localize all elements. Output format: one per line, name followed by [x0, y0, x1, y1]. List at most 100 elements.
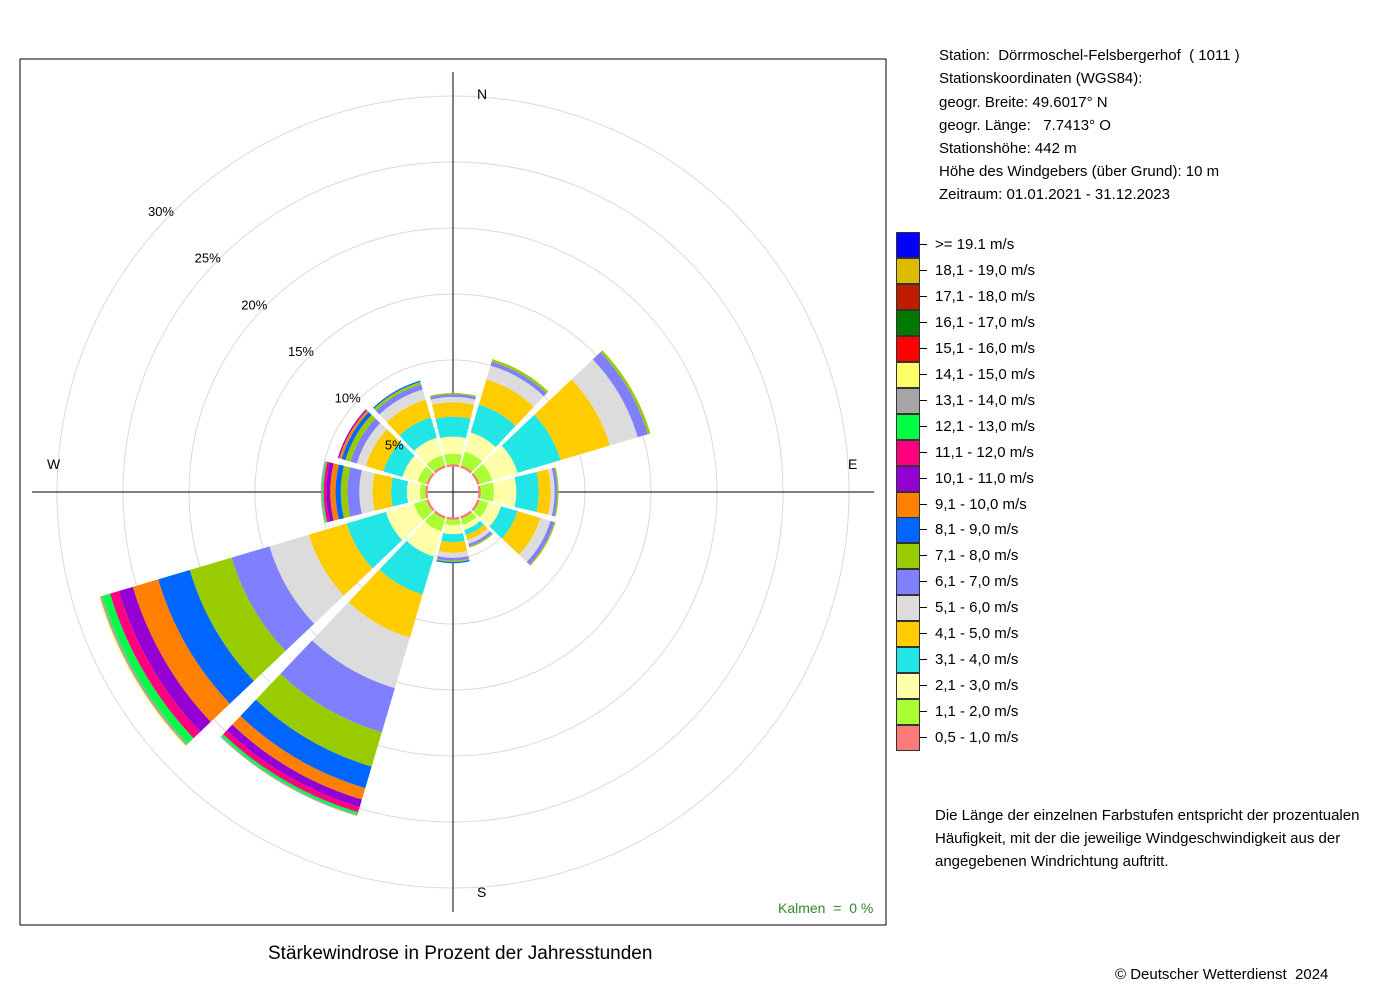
ring-label: 30%	[148, 204, 174, 219]
legend-label: 6,1 - 7,0 m/s	[935, 573, 1019, 591]
chart-title: Stärkewindrose in Prozent der Jahresstun…	[268, 943, 653, 964]
legend-label: 9,1 - 10,0 m/s	[935, 495, 1027, 513]
legend-swatch	[896, 439, 920, 466]
legend-tick	[920, 425, 927, 427]
wind-segment	[226, 724, 362, 808]
legend-label: >= 19.1 m/s	[935, 236, 1015, 253]
ring-label: 10%	[335, 391, 361, 406]
wind-segment	[280, 640, 395, 733]
wind-segment	[492, 477, 517, 507]
wind-segment	[479, 502, 502, 527]
wind-segment	[491, 359, 549, 394]
legend-swatch	[896, 569, 920, 596]
wind-segment	[339, 410, 369, 460]
wind-segment	[471, 472, 480, 485]
wind-segment	[330, 463, 339, 521]
wind-segment	[464, 520, 484, 536]
wind-segment	[430, 394, 476, 400]
legend-swatch	[896, 673, 920, 700]
wind-segment	[445, 518, 461, 526]
legend-tick	[920, 373, 927, 375]
wind-segment	[519, 517, 551, 562]
wind-segment	[438, 540, 468, 553]
wind-segment	[255, 673, 382, 767]
explanation-line: Häufigkeit, mit der die jeweilige Windge…	[935, 830, 1341, 847]
legend-label: 13,1 - 14,0 m/s	[935, 391, 1036, 409]
legend-label: 5,1 - 6,0 m/s	[935, 599, 1019, 617]
legend-swatch	[896, 413, 920, 440]
wind-segment	[534, 379, 610, 461]
wind-segment	[231, 546, 315, 652]
wind-segment	[189, 557, 286, 681]
wind-segment	[600, 350, 651, 435]
station-longitude: geogr. Länge: 7.7413° O	[939, 117, 1111, 134]
wind-segment	[514, 471, 539, 513]
legend-swatch	[896, 309, 920, 336]
wind-segment	[413, 437, 443, 465]
legend-label: 18,1 - 19,0 m/s	[935, 261, 1036, 279]
wind-segment	[440, 436, 466, 455]
wind-segment	[424, 512, 446, 532]
wind-segment	[529, 521, 556, 566]
legend-label: 3,1 - 4,0 m/s	[935, 651, 1019, 669]
ring-label: 15%	[288, 344, 314, 359]
wind-segment	[158, 569, 254, 704]
legend-tick	[920, 477, 927, 479]
explanation-line: angegebenen Windrichtung auftritt.	[935, 853, 1169, 870]
wind-segment	[383, 442, 415, 477]
legend-tick	[920, 321, 927, 323]
legend-tick	[920, 347, 927, 349]
dir-label-w: W	[47, 456, 61, 472]
station-coords-heading: Stationskoordinaten (WGS84):	[939, 70, 1143, 87]
legend-tick	[920, 295, 927, 297]
legend-swatch	[896, 543, 920, 570]
legend-label: 8,1 - 9,0 m/s	[935, 521, 1019, 539]
station-name: Station: Dörrmoschel-Felsbergerhof ( 101…	[939, 47, 1240, 64]
wind-segment	[489, 506, 518, 539]
wind-segment	[386, 399, 431, 436]
legend-tick	[920, 607, 927, 609]
wind-segment	[478, 379, 534, 426]
wind-segment	[526, 520, 555, 565]
wind-segment	[348, 569, 423, 638]
wind-segment	[547, 468, 555, 516]
ring-label: 25%	[195, 251, 221, 266]
wind-segment	[469, 533, 493, 548]
legend-swatch	[896, 232, 920, 258]
legend-swatch	[896, 257, 920, 284]
legend-swatch	[896, 361, 920, 388]
wind-segment	[435, 416, 471, 439]
wind-segment	[426, 499, 435, 512]
station-elevation: Stationshöhe: 442 m	[939, 140, 1077, 157]
legend-tick	[920, 685, 927, 687]
legend-label: 14,1 - 15,0 m/s	[935, 365, 1036, 383]
wind-segment	[406, 521, 442, 557]
wind-segment	[473, 499, 489, 518]
wind-segment	[429, 393, 477, 398]
wind-segment	[477, 485, 481, 499]
legend-label: 16,1 - 17,0 m/s	[935, 313, 1036, 331]
wind-segment	[446, 516, 460, 520]
wind-segment	[223, 730, 360, 813]
wind-segment	[323, 461, 330, 523]
wind-segment	[365, 429, 401, 472]
explanation-line: Die Länge der einzelnen Farbstufen entsp…	[935, 807, 1360, 824]
wind-segment	[419, 484, 427, 500]
wind-segment	[460, 451, 483, 472]
wind-segment	[536, 469, 551, 515]
legend-label: 0,5 - 1,0 m/s	[935, 729, 1019, 747]
wind-segment	[462, 516, 481, 530]
dir-label-e: E	[848, 456, 857, 472]
wind-segment	[430, 396, 476, 405]
legend-swatch	[896, 387, 920, 414]
legend-swatch	[896, 283, 920, 310]
wind-segment	[446, 464, 460, 468]
legend-tick	[920, 244, 927, 245]
wind-segment	[465, 432, 496, 462]
wind-segment	[390, 477, 409, 507]
wind-segment	[312, 602, 410, 689]
wind-segment	[432, 402, 474, 419]
legend-swatch	[896, 647, 920, 674]
legend-label: 17,1 - 18,0 m/s	[935, 287, 1036, 305]
wind-segment	[444, 453, 462, 466]
